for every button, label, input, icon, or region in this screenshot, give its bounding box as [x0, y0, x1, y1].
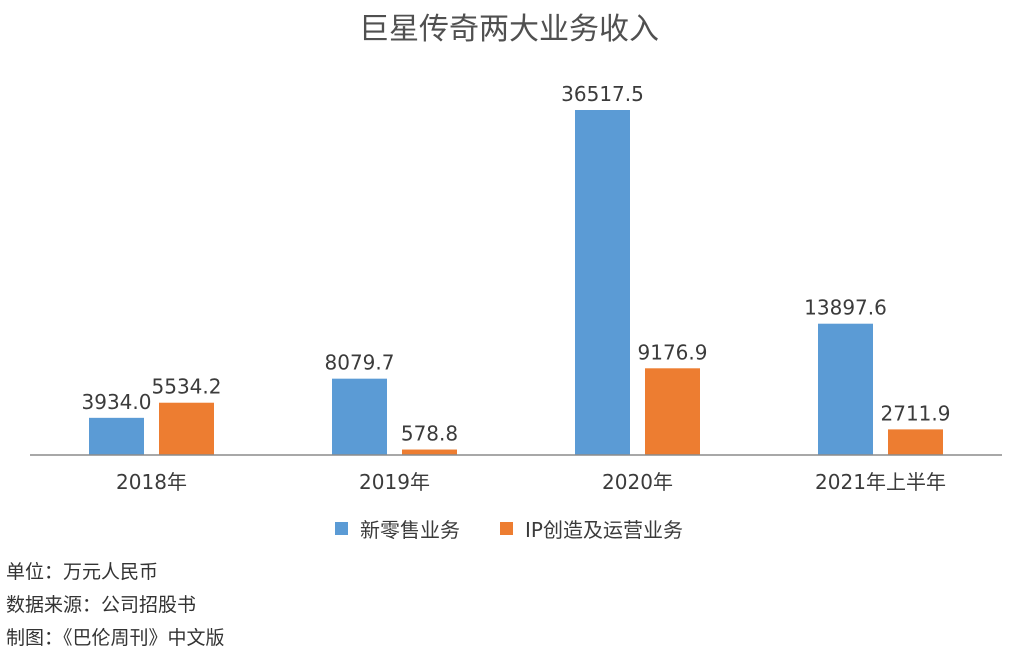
legend-item-series-1: 新零售业务 [335, 514, 460, 543]
x-tick-label-2: 2019年 [359, 470, 430, 494]
value-label-series-2-4: 2711.9 [881, 401, 951, 425]
value-label-series-1-2: 8079.7 [325, 351, 395, 375]
value-label-series-2-3: 9176.9 [638, 340, 708, 364]
legend-item-series-2: IP创造及运营业务 [500, 514, 683, 543]
bar-series-2-2 [402, 449, 457, 455]
legend-swatch-series-1 [335, 522, 349, 535]
value-label-series-1-4: 13897.6 [804, 296, 887, 320]
x-tick-labels-group: 2018年 2019年 2020年 2021年上半年 [116, 470, 946, 494]
legend-swatch-series-2 [500, 522, 514, 535]
x-tick-label-1: 2018年 [116, 470, 187, 494]
bar-series-1-4 [818, 323, 873, 455]
bar-series-1-3 [575, 110, 630, 455]
source-note: 数据来源：公司招股书 [6, 594, 197, 616]
value-label-series-1-3: 36517.5 [561, 82, 644, 106]
bar-series-2-3 [645, 368, 700, 455]
unit-note: 单位：万元人民币 [6, 561, 159, 583]
value-label-series-2-1: 5534.2 [152, 375, 222, 399]
legend-label-series-2: IP创造及运营业务 [525, 518, 683, 542]
bar-series-2-1 [159, 402, 214, 455]
bar-series-1-1 [89, 417, 144, 455]
legend-label-series-1: 新零售业务 [360, 518, 461, 542]
footnotes: 单位：万元人民币 数据来源：公司招股书 制图：《巴伦周刊》中文版 [6, 556, 225, 655]
credit-note: 制图：《巴伦周刊》中文版 [6, 627, 225, 649]
value-label-series-1-1: 3934.0 [82, 390, 152, 414]
x-tick-label-3: 2020年 [602, 470, 673, 494]
bar-series-2-4 [888, 429, 943, 455]
bar-series-1-2 [332, 378, 387, 455]
legend: 新零售业务 IP创造及运营业务 [0, 514, 1018, 543]
value-label-series-2-2: 578.8 [401, 422, 458, 446]
x-tick-label-4: 2021年上半年 [815, 470, 946, 494]
chart-title: 巨星传奇两大业务收入 [359, 12, 659, 47]
bars-group [89, 110, 943, 455]
